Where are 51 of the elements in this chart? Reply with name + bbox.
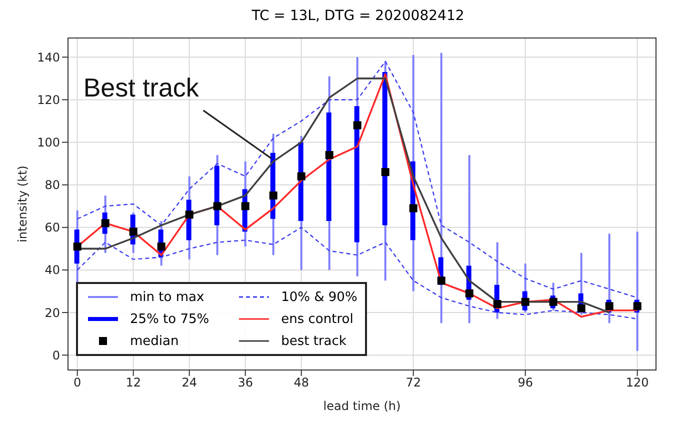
x-tick-label: 24 <box>182 376 197 390</box>
y-tick-label: 0 <box>52 348 60 362</box>
bar <box>354 106 360 242</box>
bar <box>382 72 388 226</box>
point <box>633 302 642 310</box>
point <box>409 204 418 212</box>
legend-label: min to max <box>130 290 204 304</box>
x-axis-title: lead time (h) <box>323 399 401 413</box>
y-tick-label: 100 <box>37 136 60 150</box>
point <box>73 242 82 251</box>
point <box>241 202 250 210</box>
legend-label: 10% & 90% <box>281 290 358 304</box>
y-tick-label: 80 <box>44 178 60 192</box>
point <box>493 300 502 308</box>
y-axis-title: intensity (kt) <box>15 166 30 242</box>
x-tick-label: 36 <box>238 376 253 390</box>
point <box>353 121 362 130</box>
point <box>605 302 614 310</box>
point <box>325 151 334 160</box>
point <box>157 242 166 251</box>
point <box>129 228 138 236</box>
y-tick-label: 20 <box>44 306 60 320</box>
point <box>185 210 194 219</box>
bar <box>636 232 638 351</box>
y-tick-label: 60 <box>44 220 60 235</box>
x-tick-label: 96 <box>518 376 533 390</box>
x-tick-label: 12 <box>126 376 141 390</box>
legend-label: best track <box>281 334 346 348</box>
point <box>381 168 390 176</box>
x-tick-label: 72 <box>406 376 421 390</box>
point <box>269 191 278 200</box>
x-tick-label: 120 <box>626 376 649 390</box>
y-tick-label: 140 <box>37 50 60 64</box>
point <box>465 289 474 298</box>
annotation: Best track <box>83 72 200 102</box>
point <box>213 202 222 210</box>
chart-title: TC = 13L, DTG = 2020082412 <box>250 8 466 26</box>
legend-label: ens control <box>281 312 354 326</box>
legend-label: median <box>130 334 179 348</box>
bar <box>326 112 332 222</box>
point <box>297 172 306 180</box>
point <box>577 304 586 312</box>
point <box>101 219 110 228</box>
legend-label: 25% to 75% <box>130 312 210 326</box>
point <box>437 276 446 285</box>
x-tick-label: 48 <box>294 376 309 390</box>
point <box>549 298 558 306</box>
point <box>521 298 530 306</box>
y-tick-label: 120 <box>37 92 60 107</box>
x-tick-label: 0 <box>74 376 82 390</box>
y-tick-label: 40 <box>44 263 60 278</box>
